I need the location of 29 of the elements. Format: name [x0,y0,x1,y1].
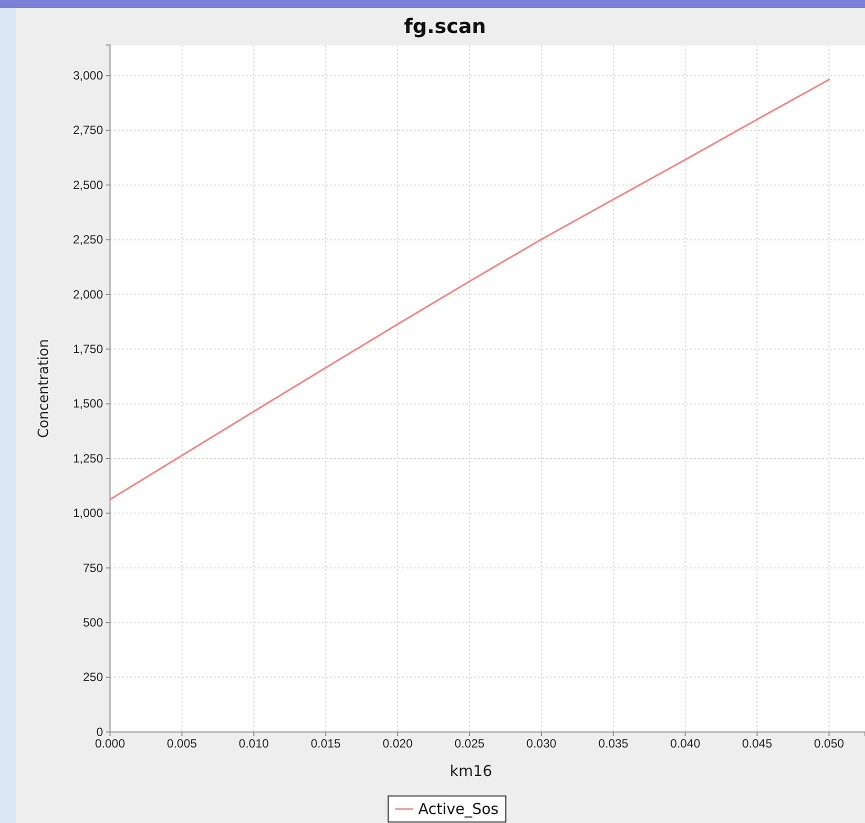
x-tick-label: 0.050 [814,736,844,751]
y-tick-label: 2,000 [72,287,104,302]
y-tick-label: 3,000 [72,68,104,82]
y-tick-label: 750 [82,560,104,575]
x-tick-label: 0.025 [454,736,485,751]
y-tick-label: 2,250 [72,232,104,247]
y-tick-label: 2,750 [72,123,104,138]
y-tick-label: 250 [82,670,104,684]
y-tick-label: 1,250 [72,451,104,466]
x-tick-label: 0.020 [382,736,413,751]
x-tick-label: 0.045 [742,736,772,751]
x-tick-label: 0.035 [598,736,629,751]
y-tick-label: 1,000 [72,506,104,520]
x-axis-title: km16 [450,762,492,780]
y-tick-label: 1,750 [72,342,104,356]
y-tick-label: 1,500 [72,396,104,411]
y-axis-title: Concentration [36,338,52,438]
y-tick-label: 2,500 [72,178,104,192]
x-tick-label: 0.005 [166,736,198,751]
x-tick-label: 0.000 [94,736,126,751]
x-tick-label: 0.030 [526,736,557,751]
y-tick-label: 500 [82,615,104,630]
line-series [109,78,830,500]
y-tick-label: 0 [96,724,104,739]
x-tick-label: 0.040 [670,736,701,751]
legend-label: Active_Sos [418,800,499,818]
x-tick-label: 0.015 [310,736,342,751]
chart-title: fg.scan [404,14,486,38]
x-tick-label: 0.010 [238,736,270,751]
